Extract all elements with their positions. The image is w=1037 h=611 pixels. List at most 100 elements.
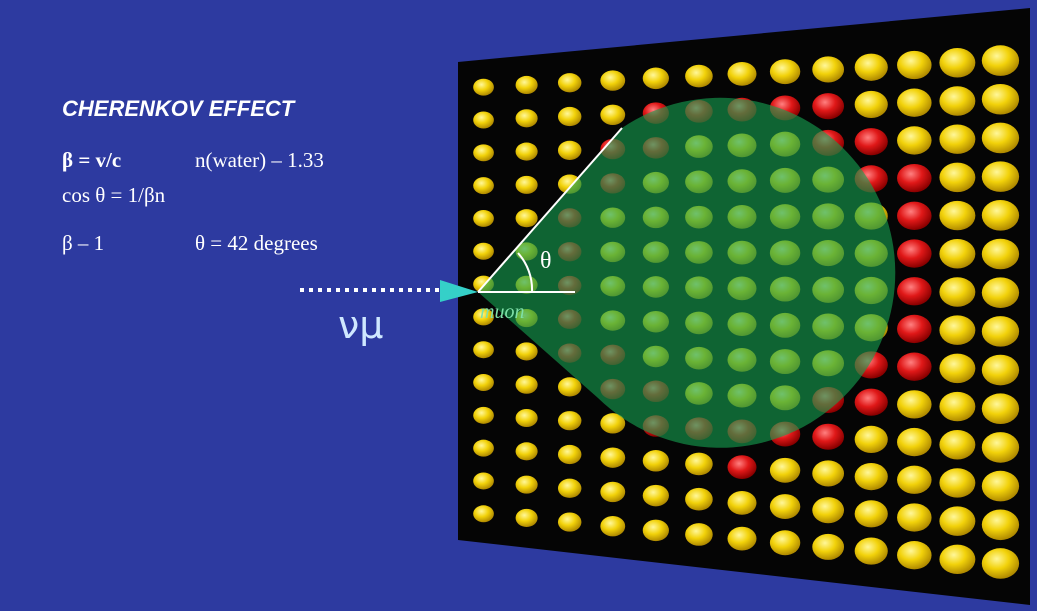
sensor bbox=[897, 89, 932, 117]
sensor bbox=[770, 494, 800, 519]
hit-sensor bbox=[897, 315, 932, 343]
sensor bbox=[939, 468, 975, 497]
sensor bbox=[516, 509, 538, 527]
sensor bbox=[939, 201, 975, 230]
sensor bbox=[516, 376, 538, 394]
sensor bbox=[939, 392, 975, 421]
sensor bbox=[516, 176, 538, 194]
sensor bbox=[939, 354, 975, 383]
sensor bbox=[558, 141, 581, 160]
sensor bbox=[897, 541, 932, 569]
sensor bbox=[600, 482, 625, 502]
sensor bbox=[812, 497, 844, 523]
sensor bbox=[728, 527, 757, 551]
sensor bbox=[643, 485, 669, 507]
sensor bbox=[939, 545, 975, 574]
sensor bbox=[516, 342, 538, 360]
sensor bbox=[939, 163, 975, 192]
sensor bbox=[516, 409, 538, 427]
sensor bbox=[982, 548, 1019, 579]
sensor bbox=[685, 523, 713, 546]
sensor bbox=[473, 472, 494, 489]
equation: β = v/c bbox=[62, 148, 121, 172]
sensor bbox=[855, 91, 888, 118]
sensor bbox=[770, 458, 800, 483]
sensor bbox=[812, 534, 844, 560]
hit-sensor bbox=[855, 128, 888, 155]
sensor bbox=[516, 209, 538, 227]
sensor bbox=[982, 84, 1019, 115]
sensor bbox=[855, 500, 888, 527]
sensor bbox=[812, 460, 844, 486]
hit-sensor bbox=[812, 424, 844, 450]
hit-sensor bbox=[897, 277, 932, 305]
sensor bbox=[728, 491, 757, 515]
sensor bbox=[939, 430, 975, 459]
sensor bbox=[982, 393, 1019, 424]
equation: β – 1 bbox=[62, 231, 104, 255]
sensor bbox=[473, 374, 494, 391]
sensor bbox=[939, 277, 975, 306]
sensor bbox=[685, 453, 713, 476]
sensor bbox=[643, 68, 669, 90]
sensor bbox=[473, 210, 494, 227]
sensor bbox=[982, 277, 1019, 308]
sensor bbox=[939, 124, 975, 153]
sensor bbox=[516, 76, 538, 94]
sensor bbox=[855, 537, 888, 564]
neutrino-label: νμ bbox=[338, 303, 383, 347]
sensor bbox=[558, 479, 581, 498]
sensor bbox=[600, 70, 625, 90]
sensor bbox=[516, 109, 538, 127]
sensor bbox=[473, 407, 494, 424]
sensor bbox=[600, 516, 625, 536]
sensor bbox=[939, 48, 975, 77]
sensor bbox=[643, 450, 669, 472]
sensor bbox=[558, 512, 581, 531]
sensor bbox=[728, 62, 757, 86]
equation: θ = 42 degrees bbox=[195, 231, 318, 255]
equation: n(water) – 1.33 bbox=[195, 148, 324, 172]
hit-sensor bbox=[855, 389, 888, 416]
hit-sensor bbox=[812, 93, 844, 119]
sensor bbox=[516, 143, 538, 161]
title: CHERENKOV EFFECT bbox=[62, 96, 296, 121]
sensor bbox=[685, 65, 713, 88]
sensor bbox=[982, 123, 1019, 154]
sensor bbox=[558, 411, 581, 430]
sensor bbox=[855, 463, 888, 490]
angle-label: θ bbox=[540, 248, 552, 274]
sensor bbox=[982, 432, 1019, 463]
hit-sensor bbox=[728, 455, 757, 479]
sensor bbox=[897, 126, 932, 154]
sensor bbox=[897, 503, 932, 531]
sensor bbox=[982, 200, 1019, 231]
sensor bbox=[473, 112, 494, 129]
sensor bbox=[685, 488, 713, 511]
sensor bbox=[600, 105, 625, 125]
sensor bbox=[939, 506, 975, 535]
sensor bbox=[473, 79, 494, 96]
sensor bbox=[897, 390, 932, 418]
sensor bbox=[939, 86, 975, 115]
hit-sensor bbox=[897, 352, 932, 380]
sensor bbox=[473, 505, 494, 522]
sensor bbox=[770, 59, 800, 84]
sensor bbox=[982, 509, 1019, 540]
sensor bbox=[897, 51, 932, 79]
sensor bbox=[982, 316, 1019, 347]
sensor bbox=[982, 355, 1019, 386]
sensor bbox=[473, 177, 494, 194]
sensor bbox=[855, 426, 888, 453]
sensor bbox=[982, 471, 1019, 502]
hit-sensor bbox=[897, 164, 932, 192]
sensor bbox=[982, 45, 1019, 76]
equation: cos θ = 1/βn bbox=[62, 183, 166, 207]
sensor bbox=[473, 440, 494, 457]
sensor bbox=[473, 144, 494, 161]
hit-sensor bbox=[897, 239, 932, 267]
sensor bbox=[558, 73, 581, 92]
sensor bbox=[770, 530, 800, 555]
sensor bbox=[939, 239, 975, 268]
sensor bbox=[473, 243, 494, 260]
